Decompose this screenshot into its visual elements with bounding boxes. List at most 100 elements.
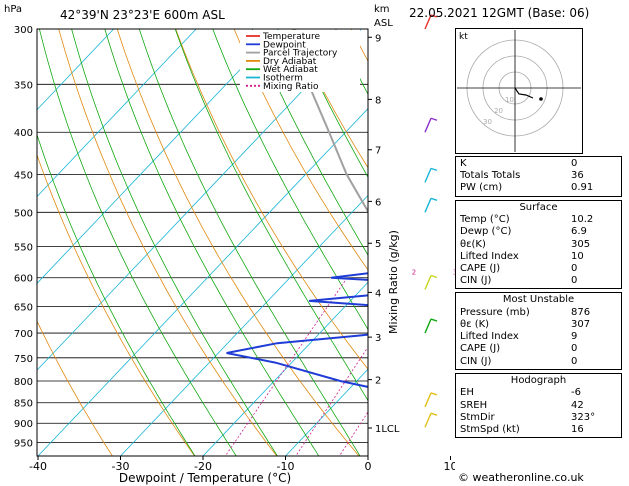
parcel-trajectory-line: [294, 29, 368, 214]
wet-adiabat: [212, 29, 368, 331]
mixing-ratio-line: [338, 411, 368, 456]
km-tick-label: 5: [375, 239, 381, 250]
mixing-ratio-line: [415, 278, 455, 461]
isotherm-line: [284, 368, 368, 456]
stats-label: CIN (J): [460, 275, 492, 287]
most-unstable-box: Most Unstable Pressure (mb) 876 θε (K) 307 L…: [455, 292, 622, 370]
pressure-tick-label: 300: [14, 25, 33, 36]
wet-adiabat: [174, 29, 368, 402]
x-axis-title: Dewpoint / Temperature (°C): [119, 471, 291, 485]
stats-label: EH: [460, 387, 474, 399]
asl-label: ASL: [374, 18, 393, 29]
wet-adiabat: [292, 29, 368, 178]
stats-value: 305: [571, 238, 591, 250]
datetime-title: 22.05.2021 12GMT (Base: 06): [409, 6, 590, 20]
copyright: © weatheronline.co.uk: [458, 471, 584, 484]
mixing-ratio-label: 3: [453, 269, 455, 277]
surface-box: Surface Temp (°C) 10.2 Dewp (°C) 6.9 θε(K) 30…: [455, 199, 622, 290]
pressure-tick-label: 950: [14, 439, 33, 450]
stats-table: K 0 Totals Totals 36 PW (cm) 0.91 Surface Tem…: [455, 156, 622, 441]
x-tick-label: 0: [365, 460, 372, 473]
stats-row: StmSpd (kt) 16: [460, 424, 617, 436]
km-tick-label: 4: [375, 288, 381, 299]
km-tick-label: 8: [375, 95, 381, 106]
pressure-tick-label: 850: [14, 399, 33, 410]
stats-label: Lifted Index: [460, 331, 519, 343]
km-tick-label: 7: [375, 146, 381, 157]
stats-row: Lifted Index 9: [460, 331, 617, 343]
wind-barb-flag: [430, 318, 438, 322]
wind-barb-flag: [430, 197, 438, 201]
legend-label: Wet Adiabat: [263, 65, 318, 75]
isotherm-line: [367, 455, 368, 456]
wind-barb-flag: [430, 14, 438, 18]
stats-row: PW (cm) 0.91: [460, 182, 617, 194]
hodograph-trace: [514, 87, 534, 99]
legend-label: Isotherm: [263, 74, 303, 84]
hodograph-ring-label: 30: [483, 118, 492, 126]
stats-value: 0: [571, 262, 578, 274]
stats-value: 42: [571, 399, 584, 411]
wind-barb: [424, 117, 432, 133]
stats-row: Dewp (°C) 6.9: [460, 226, 617, 238]
dry-adiabat: [396, 4, 455, 461]
pressure-tick-label: 550: [14, 243, 33, 254]
dry-adiabat: [116, 29, 360, 456]
hodograph-ring-label: 10: [505, 96, 514, 104]
stats-row: Pressure (mb) 876: [460, 307, 617, 319]
stats-label: CAPE (J): [460, 262, 501, 274]
wet-adiabat: [412, 4, 455, 461]
skew-t-diagram: 2346810162025-40-30-20-10010203040300350…: [4, 4, 456, 485]
x-tick-label: 10: [444, 460, 456, 473]
x-tick-label: -30: [112, 460, 130, 473]
stats-row: SREH 42: [460, 400, 617, 412]
wind-barb-flag: [430, 167, 438, 172]
stats-label: Pressure (mb): [460, 306, 530, 318]
stats-row: StmDir 323°: [460, 412, 617, 424]
x-tick-label: -10: [277, 460, 295, 473]
stats-value: -6: [571, 387, 581, 399]
wind-barb-flag: [430, 392, 438, 396]
wet-adiabat: [38, 29, 237, 456]
km-tick-label: 2: [375, 376, 381, 387]
stats-label: StmSpd (kt): [460, 423, 520, 435]
legend-label: Dry Adiabat: [263, 57, 317, 67]
stats-value: 307: [571, 319, 591, 331]
location-title: 42°39'N 23°23'E 600m ASL: [60, 8, 225, 22]
hodograph-stats-title: Hodograph: [510, 374, 567, 386]
stats-label: PW (cm): [460, 182, 503, 194]
stats-value: 6.9: [571, 226, 587, 238]
dry-adiabat: [233, 29, 368, 271]
mixing-ratio-axis-title: Mixing Ratio (g/kg): [387, 230, 400, 334]
wet-adiabat: [104, 29, 320, 456]
stats-row: CIN (J) 0: [460, 356, 617, 368]
stats-label: StmDir: [460, 411, 495, 423]
most-unstable-title: Most Unstable: [502, 294, 575, 306]
stats-row: CAPE (J) 0: [460, 263, 617, 275]
stats-label: CIN (J): [460, 355, 492, 367]
stats-value: 323°: [571, 411, 596, 423]
wind-barbs: [424, 14, 438, 428]
stats-label: CAPE (J): [460, 343, 501, 355]
pressure-tick-label: 650: [14, 302, 33, 313]
pressure-tick-label: 900: [14, 419, 33, 430]
stats-value: 0.91: [571, 182, 594, 194]
km-tick-label: 6: [375, 197, 381, 208]
stats-row: θε (K) 307: [460, 319, 617, 331]
stats-label: K: [460, 158, 467, 169]
wind-barb: [424, 168, 432, 183]
pressure-tick-label: 400: [14, 128, 33, 139]
stats-value: 16: [571, 423, 584, 435]
pressure-tick-label: 800: [14, 377, 33, 388]
km-tick-label: 9: [375, 33, 381, 44]
wet-adiabat: [37, 133, 196, 456]
stats-value: 876: [571, 306, 591, 318]
legend-label: Mixing Ratio: [263, 82, 319, 92]
hodograph-unit: kt: [459, 32, 468, 42]
legend-label: Dewpoint: [263, 40, 306, 50]
index-box: K 0 Totals Totals 36 PW (cm) 0.91: [455, 156, 622, 197]
surface-title: Surface: [519, 201, 558, 213]
wind-barb: [424, 412, 432, 428]
